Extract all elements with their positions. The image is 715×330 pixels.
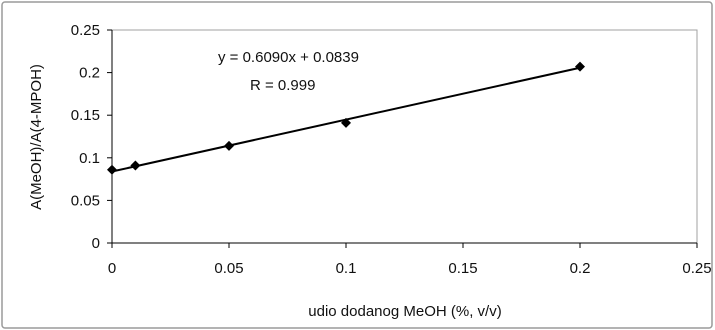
x-axis-title: udio dodanog MeOH (%, v/v) — [308, 303, 501, 320]
y-tick-label: 0.05 — [71, 192, 100, 209]
x-tick-label: 0.25 — [682, 260, 711, 277]
data-point-diamond — [224, 140, 234, 151]
y-tick-label: 0.15 — [71, 107, 100, 124]
y-tick-label: 0.25 — [71, 22, 100, 39]
data-points — [107, 61, 585, 175]
x-tick-label: 0.05 — [214, 260, 243, 277]
y-tick-label: 0 — [92, 235, 100, 252]
data-point-diamond — [341, 117, 351, 128]
x-tick-label: 0.15 — [448, 260, 477, 277]
correlation-value: R = 0.999 — [250, 77, 315, 94]
x-axis-ticks: 0 0.05 0.1 0.15 0.2 0.25 — [108, 243, 712, 277]
y-axis-title: A(MeOH)/A(4-MPOH) — [28, 64, 45, 210]
y-tick-label: 0.2 — [79, 65, 100, 82]
plot-area — [111, 29, 698, 244]
trendline-equation: y = 0.6090x + 0.0839 — [218, 49, 359, 66]
data-point-diamond — [107, 164, 117, 175]
y-tick-label: 0.1 — [79, 150, 100, 167]
y-axis-ticks: 0 0.05 0.1 0.15 0.2 0.25 — [71, 22, 112, 252]
x-tick-label: 0.2 — [570, 260, 591, 277]
x-tick-label: 0.1 — [336, 260, 357, 277]
x-tick-label: 0 — [108, 260, 116, 277]
data-point-diamond — [130, 160, 141, 171]
data-point-diamond — [575, 61, 585, 72]
